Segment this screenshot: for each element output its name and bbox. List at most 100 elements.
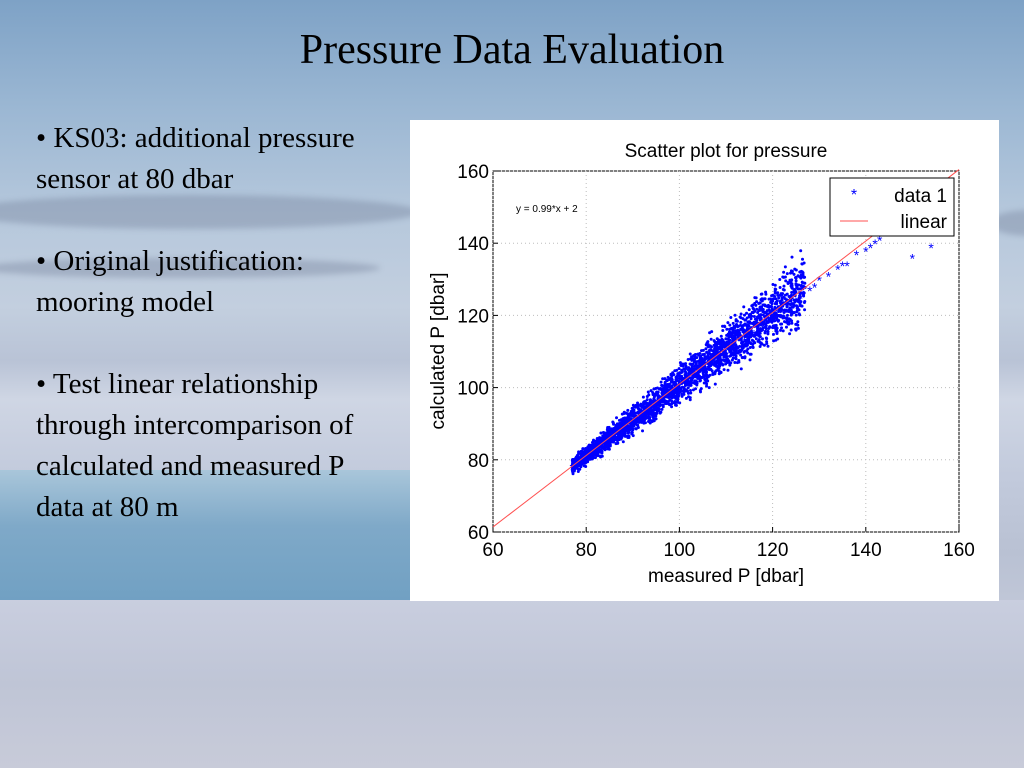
scatter-point [694, 379, 698, 383]
scatter-point [670, 405, 674, 409]
scatter-point [575, 454, 579, 458]
y-tick-label: 160 [457, 162, 489, 183]
scatter-point [673, 381, 677, 385]
scatter-point [774, 323, 778, 327]
scatter-point [755, 307, 759, 311]
scatter-point [660, 407, 664, 411]
scatter-point [602, 433, 606, 437]
scatter-point [735, 361, 739, 365]
scatter-point [725, 327, 729, 331]
scatter-point [692, 367, 696, 371]
scatter-point [733, 326, 737, 330]
scatter-point [684, 396, 688, 400]
scatter-point [728, 327, 732, 331]
scatter-point [673, 369, 677, 373]
scatter-point [597, 440, 601, 444]
scatter-point [788, 332, 792, 336]
scatter-point [781, 329, 785, 333]
scatter-point [737, 359, 741, 363]
scatter-point [780, 326, 784, 330]
scatter-point [802, 281, 806, 285]
scatter-point [599, 455, 603, 459]
scatter-point [607, 425, 611, 429]
scatter-point [764, 324, 768, 328]
scatter-point [688, 398, 692, 402]
scatter-point [736, 328, 740, 332]
scatter-point [672, 401, 676, 405]
data-point: * [868, 240, 874, 256]
scatter-point [605, 444, 609, 448]
scatter-point [684, 383, 688, 387]
scatter-point [640, 404, 644, 408]
scatter-point [791, 305, 795, 309]
scatter-point [739, 353, 743, 357]
scatter-point [708, 331, 712, 335]
data-point: * [611, 435, 617, 451]
scatter-point [597, 446, 601, 450]
scatter-point [649, 389, 653, 393]
scatter-point [784, 279, 788, 283]
scatter-point [763, 331, 767, 335]
data-point: * [686, 377, 692, 393]
scatter-point [789, 328, 793, 332]
scatter-point [676, 387, 680, 391]
scatter-point [722, 355, 726, 359]
scatter-point [620, 412, 624, 416]
scatter-point [788, 317, 792, 321]
scatter-point [798, 294, 802, 298]
scatter-point [782, 284, 786, 288]
cloud-band [0, 258, 380, 278]
scatter-point [797, 308, 801, 312]
data-point: * [840, 258, 846, 274]
scatter-point [581, 447, 585, 451]
scatter-point [773, 305, 777, 309]
scatter-point [675, 379, 679, 383]
scatter-point [779, 315, 783, 319]
scatter-point [799, 283, 803, 287]
scatter-point [666, 385, 670, 389]
scatter-point [573, 458, 577, 462]
scatter-point [688, 367, 692, 371]
scatter-point [656, 390, 660, 394]
scatter-point [630, 406, 634, 410]
scatter-point [750, 304, 754, 308]
scatter-point [677, 379, 681, 383]
scatter-point [750, 310, 754, 314]
scatter-point [802, 261, 806, 265]
scatter-point [758, 340, 762, 344]
scatter-point [580, 450, 584, 454]
scatter-point [615, 416, 619, 420]
scatter-point [650, 408, 654, 412]
data-point: * [928, 240, 934, 256]
scatter-point [789, 308, 793, 312]
data-point: * [835, 261, 841, 277]
x-tick-label: 120 [757, 540, 789, 561]
x-tick-label: 160 [943, 540, 975, 561]
scatter-point [763, 304, 767, 308]
scatter-point [766, 332, 770, 336]
scatter-point [663, 377, 667, 381]
scatter-point [745, 311, 749, 315]
scatter-point [705, 370, 709, 374]
scatter-point [767, 317, 771, 321]
scatter-point [636, 425, 640, 429]
scatter-point [686, 357, 690, 361]
scatter-point [730, 326, 734, 330]
scatter-point [702, 352, 706, 356]
scatter-point [713, 340, 717, 344]
scatter-point [653, 392, 657, 396]
scatter-point [783, 309, 787, 313]
scatter-point [729, 316, 733, 320]
scatter-point [633, 411, 637, 415]
scatter-point [763, 315, 767, 319]
scatter-point [643, 406, 647, 410]
scatter-point [677, 367, 681, 371]
scatter-point [654, 402, 658, 406]
scatter-point [728, 323, 732, 327]
scatter-point [754, 296, 758, 300]
chart-panel: 60 80 100 120 140 160 60 80 100 120 140 160 * * * * * * *… [410, 120, 999, 601]
scatter-point [728, 363, 732, 367]
data-point: * [630, 420, 636, 436]
scatter-point [748, 358, 752, 362]
data-point: * [807, 283, 813, 299]
